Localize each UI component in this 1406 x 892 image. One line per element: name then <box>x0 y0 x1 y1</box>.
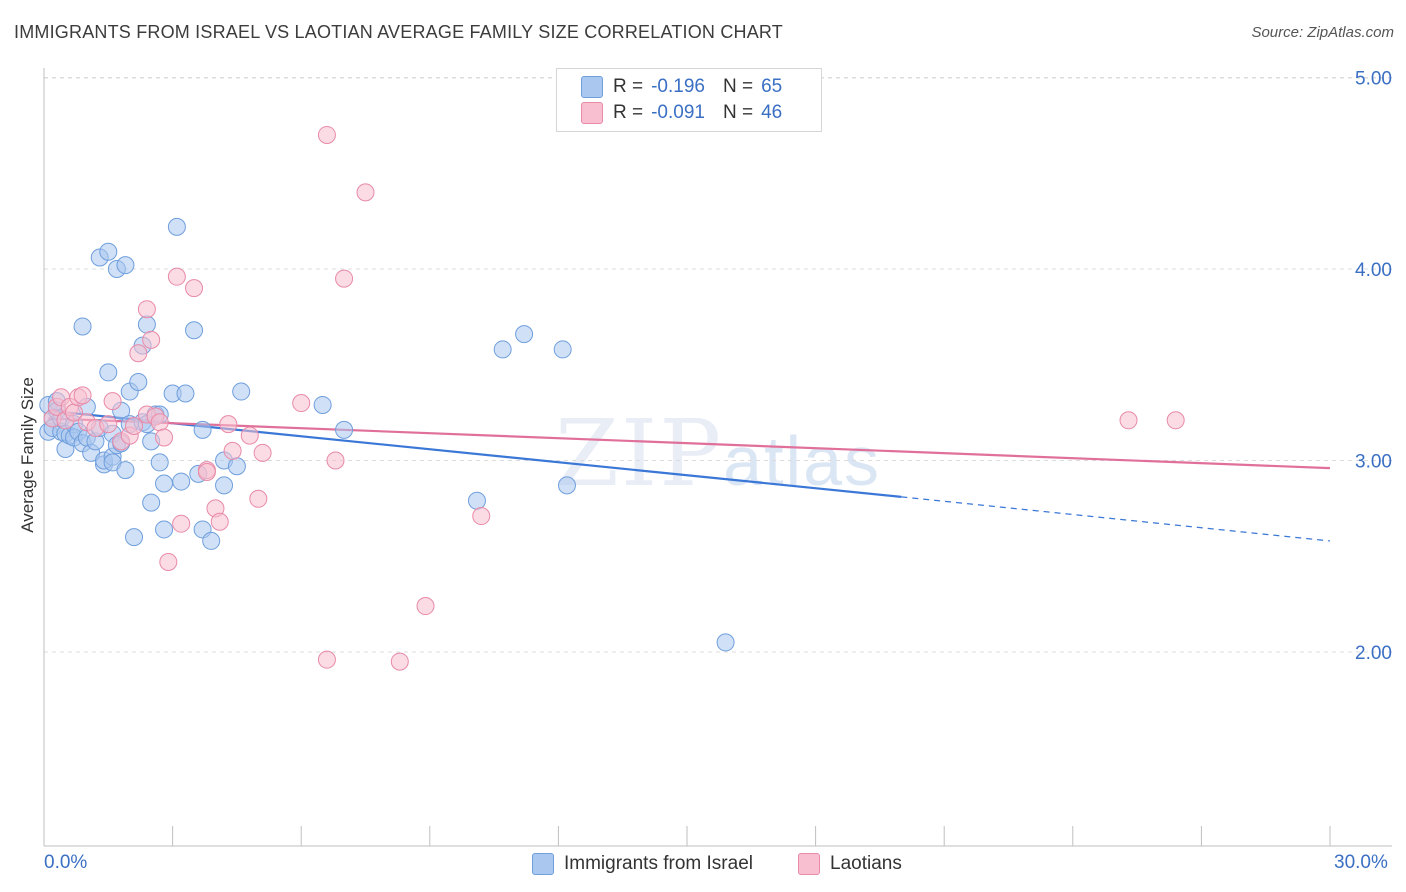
x-tick-label-min: 0.0% <box>44 852 88 873</box>
point-israel <box>185 321 204 340</box>
point-laotians <box>103 392 122 411</box>
y-axis-label: Average Family Size <box>18 377 37 533</box>
y-tick-label: 3.00 <box>1355 452 1392 473</box>
point-laotians <box>356 183 375 202</box>
point-laotians <box>150 413 169 432</box>
legend-r-value: -0.196 <box>651 76 705 97</box>
point-israel <box>99 363 118 382</box>
point-israel <box>150 453 169 472</box>
point-israel <box>73 317 92 336</box>
point-laotians <box>142 330 161 349</box>
point-laotians <box>335 269 354 288</box>
legend-r-value: -0.091 <box>651 102 705 123</box>
point-israel <box>335 420 354 439</box>
bottom-legend-swatch-israel <box>532 853 554 875</box>
legend-n-value: 65 <box>761 76 783 97</box>
point-israel <box>467 491 486 510</box>
point-israel <box>125 528 144 547</box>
point-laotians <box>326 451 345 470</box>
point-laotians <box>99 415 118 434</box>
legend-row-israel: R = -0.196 N = 65 <box>581 75 800 99</box>
point-israel <box>313 395 332 414</box>
point-israel <box>137 315 156 334</box>
point-israel <box>515 325 534 344</box>
point-israel <box>553 340 572 359</box>
point-israel <box>167 217 186 236</box>
point-laotians <box>416 597 435 616</box>
point-laotians <box>125 417 144 436</box>
bottom-legend-label-laotians: Laotians <box>830 853 902 874</box>
point-israel <box>557 476 576 495</box>
point-laotians <box>197 462 216 481</box>
point-laotians <box>210 512 229 531</box>
point-laotians <box>129 344 148 363</box>
point-laotians <box>292 394 311 413</box>
grid-lines <box>44 77 1392 653</box>
trend-line-laotians <box>48 417 1331 470</box>
point-israel <box>116 461 135 480</box>
point-israel <box>215 476 234 495</box>
y-tick-labels: 2.00 3.00 4.00 5.00 <box>1355 69 1392 665</box>
bottom-legend-swatch-laotians <box>798 853 820 875</box>
point-israel <box>493 340 512 359</box>
point-israel <box>129 372 148 391</box>
point-laotians <box>223 441 242 460</box>
axes <box>43 68 1392 847</box>
point-laotians <box>317 650 336 669</box>
trend-line-israel <box>48 409 902 498</box>
legend-swatch-laotians <box>581 102 603 124</box>
point-israel <box>116 256 135 275</box>
point-israel <box>142 493 161 512</box>
legend-n-value: 46 <box>761 102 783 123</box>
point-israel <box>155 474 174 493</box>
y-tick-label: 4.00 <box>1355 260 1392 281</box>
y-tick-label: 2.00 <box>1355 643 1392 664</box>
legend-r-label: R = <box>613 102 644 123</box>
x-tick-label-max: 30.0% <box>1334 852 1388 873</box>
data-points <box>39 125 1185 671</box>
point-laotians <box>159 552 178 571</box>
chart-title: IMMIGRANTS FROM ISRAEL VS LAOTIAN AVERAG… <box>14 22 784 42</box>
legend-n-label: N = <box>722 76 754 97</box>
point-laotians <box>1166 411 1185 430</box>
point-israel <box>232 382 251 401</box>
point-laotians <box>167 267 186 286</box>
bottom-legend-laotians: Laotians <box>798 851 902 877</box>
correlation-legend: R = -0.196 N = 65 R = -0.091 N = 46 <box>556 68 822 132</box>
trend-lines <box>48 409 1331 542</box>
point-israel <box>227 457 246 476</box>
chart-source: Source: ZipAtlas.com <box>1251 24 1394 41</box>
legend-n-label: N = <box>722 102 754 123</box>
trend-line-israel-extension <box>901 496 1331 542</box>
point-laotians <box>240 426 259 445</box>
legend-swatch-israel <box>581 76 603 98</box>
point-israel <box>155 520 174 539</box>
point-laotians <box>390 652 409 671</box>
point-laotians <box>172 514 191 533</box>
point-laotians <box>253 443 272 462</box>
bottom-legend-israel: Immigrants from Israel <box>532 851 753 877</box>
point-israel <box>176 384 195 403</box>
point-laotians <box>185 279 204 298</box>
point-laotians <box>219 415 238 434</box>
point-laotians <box>472 507 491 526</box>
y-tick-label: 5.00 <box>1355 69 1392 90</box>
point-israel <box>172 472 191 491</box>
bottom-legend-label-israel: Immigrants from Israel <box>564 853 753 874</box>
point-laotians <box>1119 411 1138 430</box>
legend-row-laotians: R = -0.091 N = 46 <box>581 101 800 125</box>
legend-r-label: R = <box>613 76 644 97</box>
point-laotians <box>249 489 268 508</box>
point-israel <box>202 531 221 550</box>
point-israel <box>193 420 212 439</box>
point-israel <box>716 633 735 652</box>
point-israel <box>99 242 118 261</box>
point-laotians <box>155 428 174 447</box>
point-laotians <box>317 125 336 144</box>
point-laotians <box>73 386 92 405</box>
point-laotians <box>137 300 156 319</box>
